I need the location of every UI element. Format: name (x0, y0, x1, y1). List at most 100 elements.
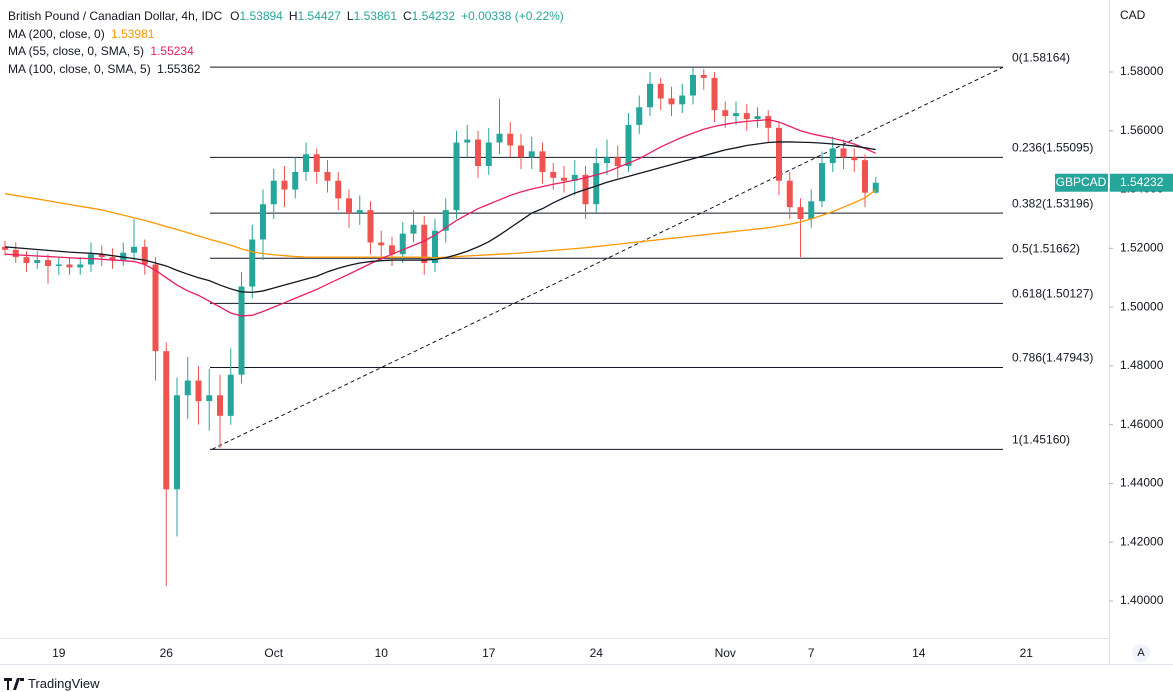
change-label: +0.00338 (+0.22%) (461, 9, 564, 23)
candle-body (496, 133, 503, 143)
moving-average (4, 141, 876, 294)
fib-label: 0.236(1.55095) (1012, 141, 1093, 155)
candle-body (238, 286, 245, 375)
candle-body (131, 246, 137, 253)
x-tick-label: 17 (482, 646, 496, 660)
candle-body (12, 249, 19, 258)
candle-body (45, 260, 51, 266)
candle-body (55, 264, 62, 266)
candle-body (98, 254, 105, 258)
candle-body (346, 198, 352, 214)
candle-body (872, 182, 879, 193)
legend-row: MA (55, close, 0, SMA, 5) 1.55234 (8, 43, 564, 61)
candle-body (281, 180, 288, 190)
symbol-tag-label: GBPCAD (1056, 175, 1107, 189)
y-tick-label: 1.50000 (1120, 299, 1164, 313)
candle-body (292, 171, 299, 190)
ohlc-value: 1.54232 (411, 9, 456, 23)
legend-name: MA (200, close, 0) (8, 26, 105, 41)
legend: British Pound / Canadian Dollar, 4h, IDC… (8, 8, 564, 78)
x-tick-label: 26 (160, 646, 174, 660)
legend-name: MA (55, close, 0, SMA, 5) (8, 44, 145, 58)
candle-body (206, 395, 213, 402)
fib-label: 1(1.45160) (1012, 433, 1070, 447)
y-tick-label: 1.44000 (1120, 476, 1164, 490)
legend-value: 1.55234 (150, 44, 194, 58)
ohlc-key: L (346, 9, 354, 23)
candle-body (743, 113, 750, 120)
candle-body (851, 157, 858, 161)
candle-body (840, 148, 847, 158)
candle-body (227, 374, 234, 416)
candle-body (733, 113, 739, 117)
y-tick-label: 1.42000 (1120, 534, 1164, 548)
x-tick-label: 19 (52, 646, 66, 660)
candle-body (464, 139, 471, 143)
candle-body (356, 210, 363, 214)
candle-body (141, 246, 148, 265)
candle-body (453, 142, 460, 211)
ohlc-value: 1.53894 (239, 9, 283, 23)
x-tick-label: 14 (912, 646, 926, 660)
candle-body (507, 133, 514, 146)
price-tag (1110, 173, 1173, 192)
candle-body (829, 148, 836, 164)
ohlc-value: 1.53861 (353, 9, 397, 23)
ohlc-value: 1.54427 (297, 9, 341, 23)
y-tick-label: 1.40000 (1120, 593, 1164, 607)
candle-body (819, 163, 825, 202)
candle-body (539, 151, 546, 172)
candle-body (711, 77, 718, 111)
x-tick-label: 10 (375, 646, 389, 660)
candle-body (550, 171, 557, 178)
candle-body (378, 242, 385, 246)
candle-body (303, 154, 309, 172)
candle-body (367, 210, 374, 243)
y-tick-label: 1.48000 (1120, 358, 1164, 372)
candle-body (528, 151, 535, 158)
candle-body (561, 177, 567, 181)
candle-body (485, 142, 492, 167)
legend-row: MA (200, close, 0) 1.53981 (8, 26, 564, 44)
candle-body (571, 174, 578, 181)
candle-body (421, 224, 428, 264)
candle-body (700, 74, 707, 78)
candle-body (260, 204, 266, 240)
candle-body (109, 257, 116, 261)
candle-body (23, 257, 30, 264)
candle-body (34, 260, 41, 264)
marks: 1.40000 1.42000 1.44000 1.46000 1.48000 1.500… (2, 50, 1173, 660)
candle-body (636, 107, 643, 125)
candle-body (518, 145, 524, 158)
candle-body (722, 110, 729, 117)
price-tag-label: 1.54232 (1120, 175, 1164, 189)
candle-body (184, 380, 191, 396)
candle-body (625, 124, 632, 167)
candle-body (195, 380, 202, 402)
candle-body (593, 163, 600, 205)
fib-label: 0.5(1.51662) (1012, 241, 1080, 255)
candle-body (808, 201, 815, 219)
candle-body (66, 264, 73, 268)
symbol-tag (1055, 173, 1108, 192)
brand-name: TradingView (28, 676, 100, 691)
candle-body (410, 224, 417, 234)
x-tick-label: 7 (808, 646, 815, 660)
legend-name: MA (100, close, 0, SMA, 5) (8, 61, 151, 76)
candle-body (765, 116, 772, 128)
candle-body (754, 116, 761, 120)
candle-body (690, 74, 696, 96)
x-tick-label: Oct (264, 646, 283, 660)
auto-scale-label[interactable]: A (1137, 647, 1145, 659)
legend-value: 1.55362 (157, 61, 201, 76)
candle-body (77, 264, 84, 268)
auto-scale-button[interactable] (1132, 644, 1150, 662)
candle-body (389, 245, 395, 255)
candle-body (432, 230, 438, 264)
x-tick-label: 21 (1020, 646, 1034, 660)
fib-label: 0.786(1.47943) (1012, 351, 1093, 365)
candle-body (776, 127, 782, 181)
x-tick-label: 24 (590, 646, 604, 660)
candle-body (120, 252, 127, 261)
